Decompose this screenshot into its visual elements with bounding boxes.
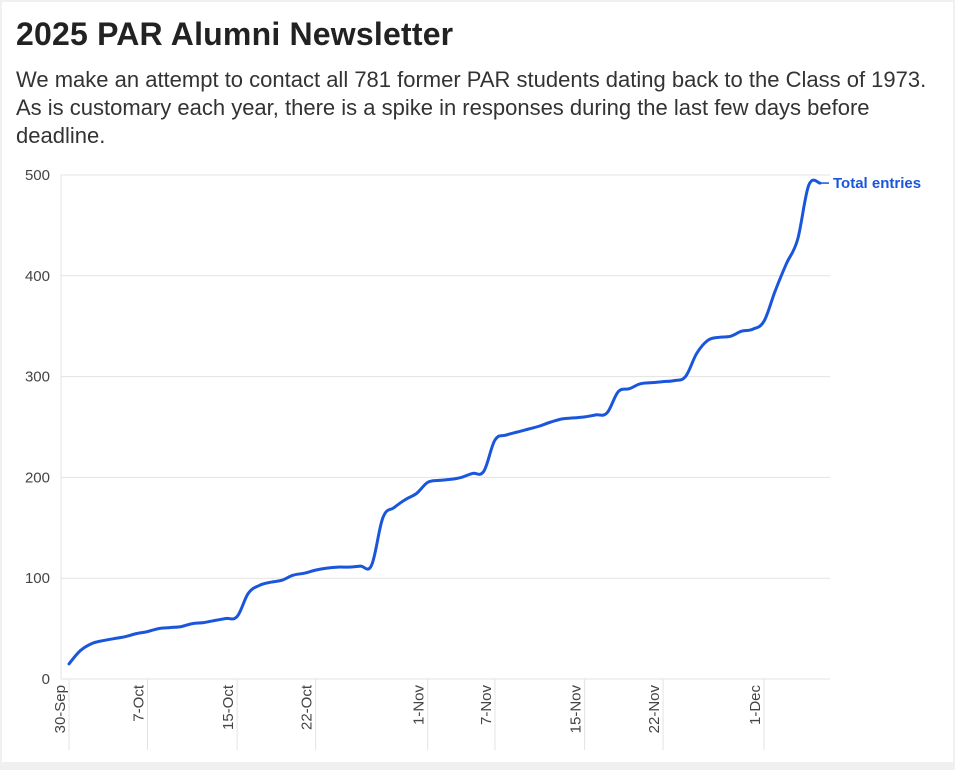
chart-title: 2025 PAR Alumni Newsletter xyxy=(16,16,454,52)
y-tick-label: 300 xyxy=(25,369,50,386)
x-tick-label: 1-Nov xyxy=(411,685,428,726)
x-tick-label: 15-Oct xyxy=(220,684,237,730)
x-tick-label: 30-Sep xyxy=(52,685,69,733)
y-tick-label: 500 xyxy=(25,167,50,184)
y-tick-label: 100 xyxy=(25,570,50,587)
chart-subtitle: We make an attempt to contact all 781 fo… xyxy=(16,67,927,148)
x-tick-label: 22-Oct xyxy=(299,684,316,730)
x-tick-label: 15-Nov xyxy=(568,685,585,734)
x-tick-label: 7-Oct xyxy=(130,684,147,722)
y-tick-label: 400 xyxy=(25,268,50,285)
y-tick-label: 200 xyxy=(25,469,50,486)
series-line xyxy=(67,178,822,666)
x-tick-label: 22-Nov xyxy=(646,685,663,734)
x-tick-label: 7-Nov xyxy=(478,685,495,726)
series-label: Total entries xyxy=(833,175,921,192)
x-tick-label: 1-Dec xyxy=(747,685,764,726)
y-tick-label: 0 xyxy=(42,671,50,688)
